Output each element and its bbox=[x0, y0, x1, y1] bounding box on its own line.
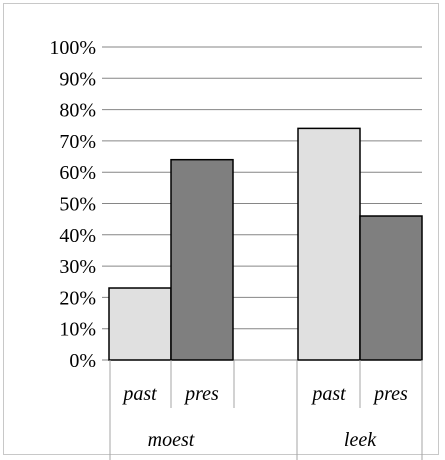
y-tick-label: 80% bbox=[59, 100, 96, 122]
bar-category-label: pres bbox=[183, 383, 219, 405]
y-tick-label: 50% bbox=[59, 194, 96, 216]
category-axis bbox=[109, 360, 423, 460]
bar bbox=[108, 287, 172, 361]
y-tick-label: 20% bbox=[59, 287, 96, 309]
bar bbox=[170, 158, 234, 361]
bars bbox=[108, 127, 423, 361]
y-tick-label: 0% bbox=[69, 350, 96, 372]
bar-category-label: pres bbox=[372, 383, 408, 405]
bar-category-label: past bbox=[121, 383, 157, 405]
y-tick-label: 60% bbox=[59, 162, 96, 184]
group-label: leek bbox=[344, 429, 377, 451]
y-axis-ticks: 0% 10% 20% 30% 40% 50% 60% 70% 80% 90% 100% bbox=[49, 37, 96, 372]
y-tick-label: 90% bbox=[59, 68, 96, 90]
bar bbox=[359, 215, 423, 361]
y-tick-label: 40% bbox=[59, 225, 96, 247]
y-tick-label: 100% bbox=[49, 37, 96, 59]
group-label: moest bbox=[148, 429, 195, 451]
y-tick-label: 30% bbox=[59, 256, 96, 278]
bar bbox=[297, 127, 361, 361]
y-tick-label: 70% bbox=[59, 131, 96, 153]
category-labels: past pres moest past pres leek bbox=[121, 383, 408, 451]
bar-category-label: past bbox=[310, 383, 346, 405]
y-tick-label: 10% bbox=[59, 319, 96, 341]
